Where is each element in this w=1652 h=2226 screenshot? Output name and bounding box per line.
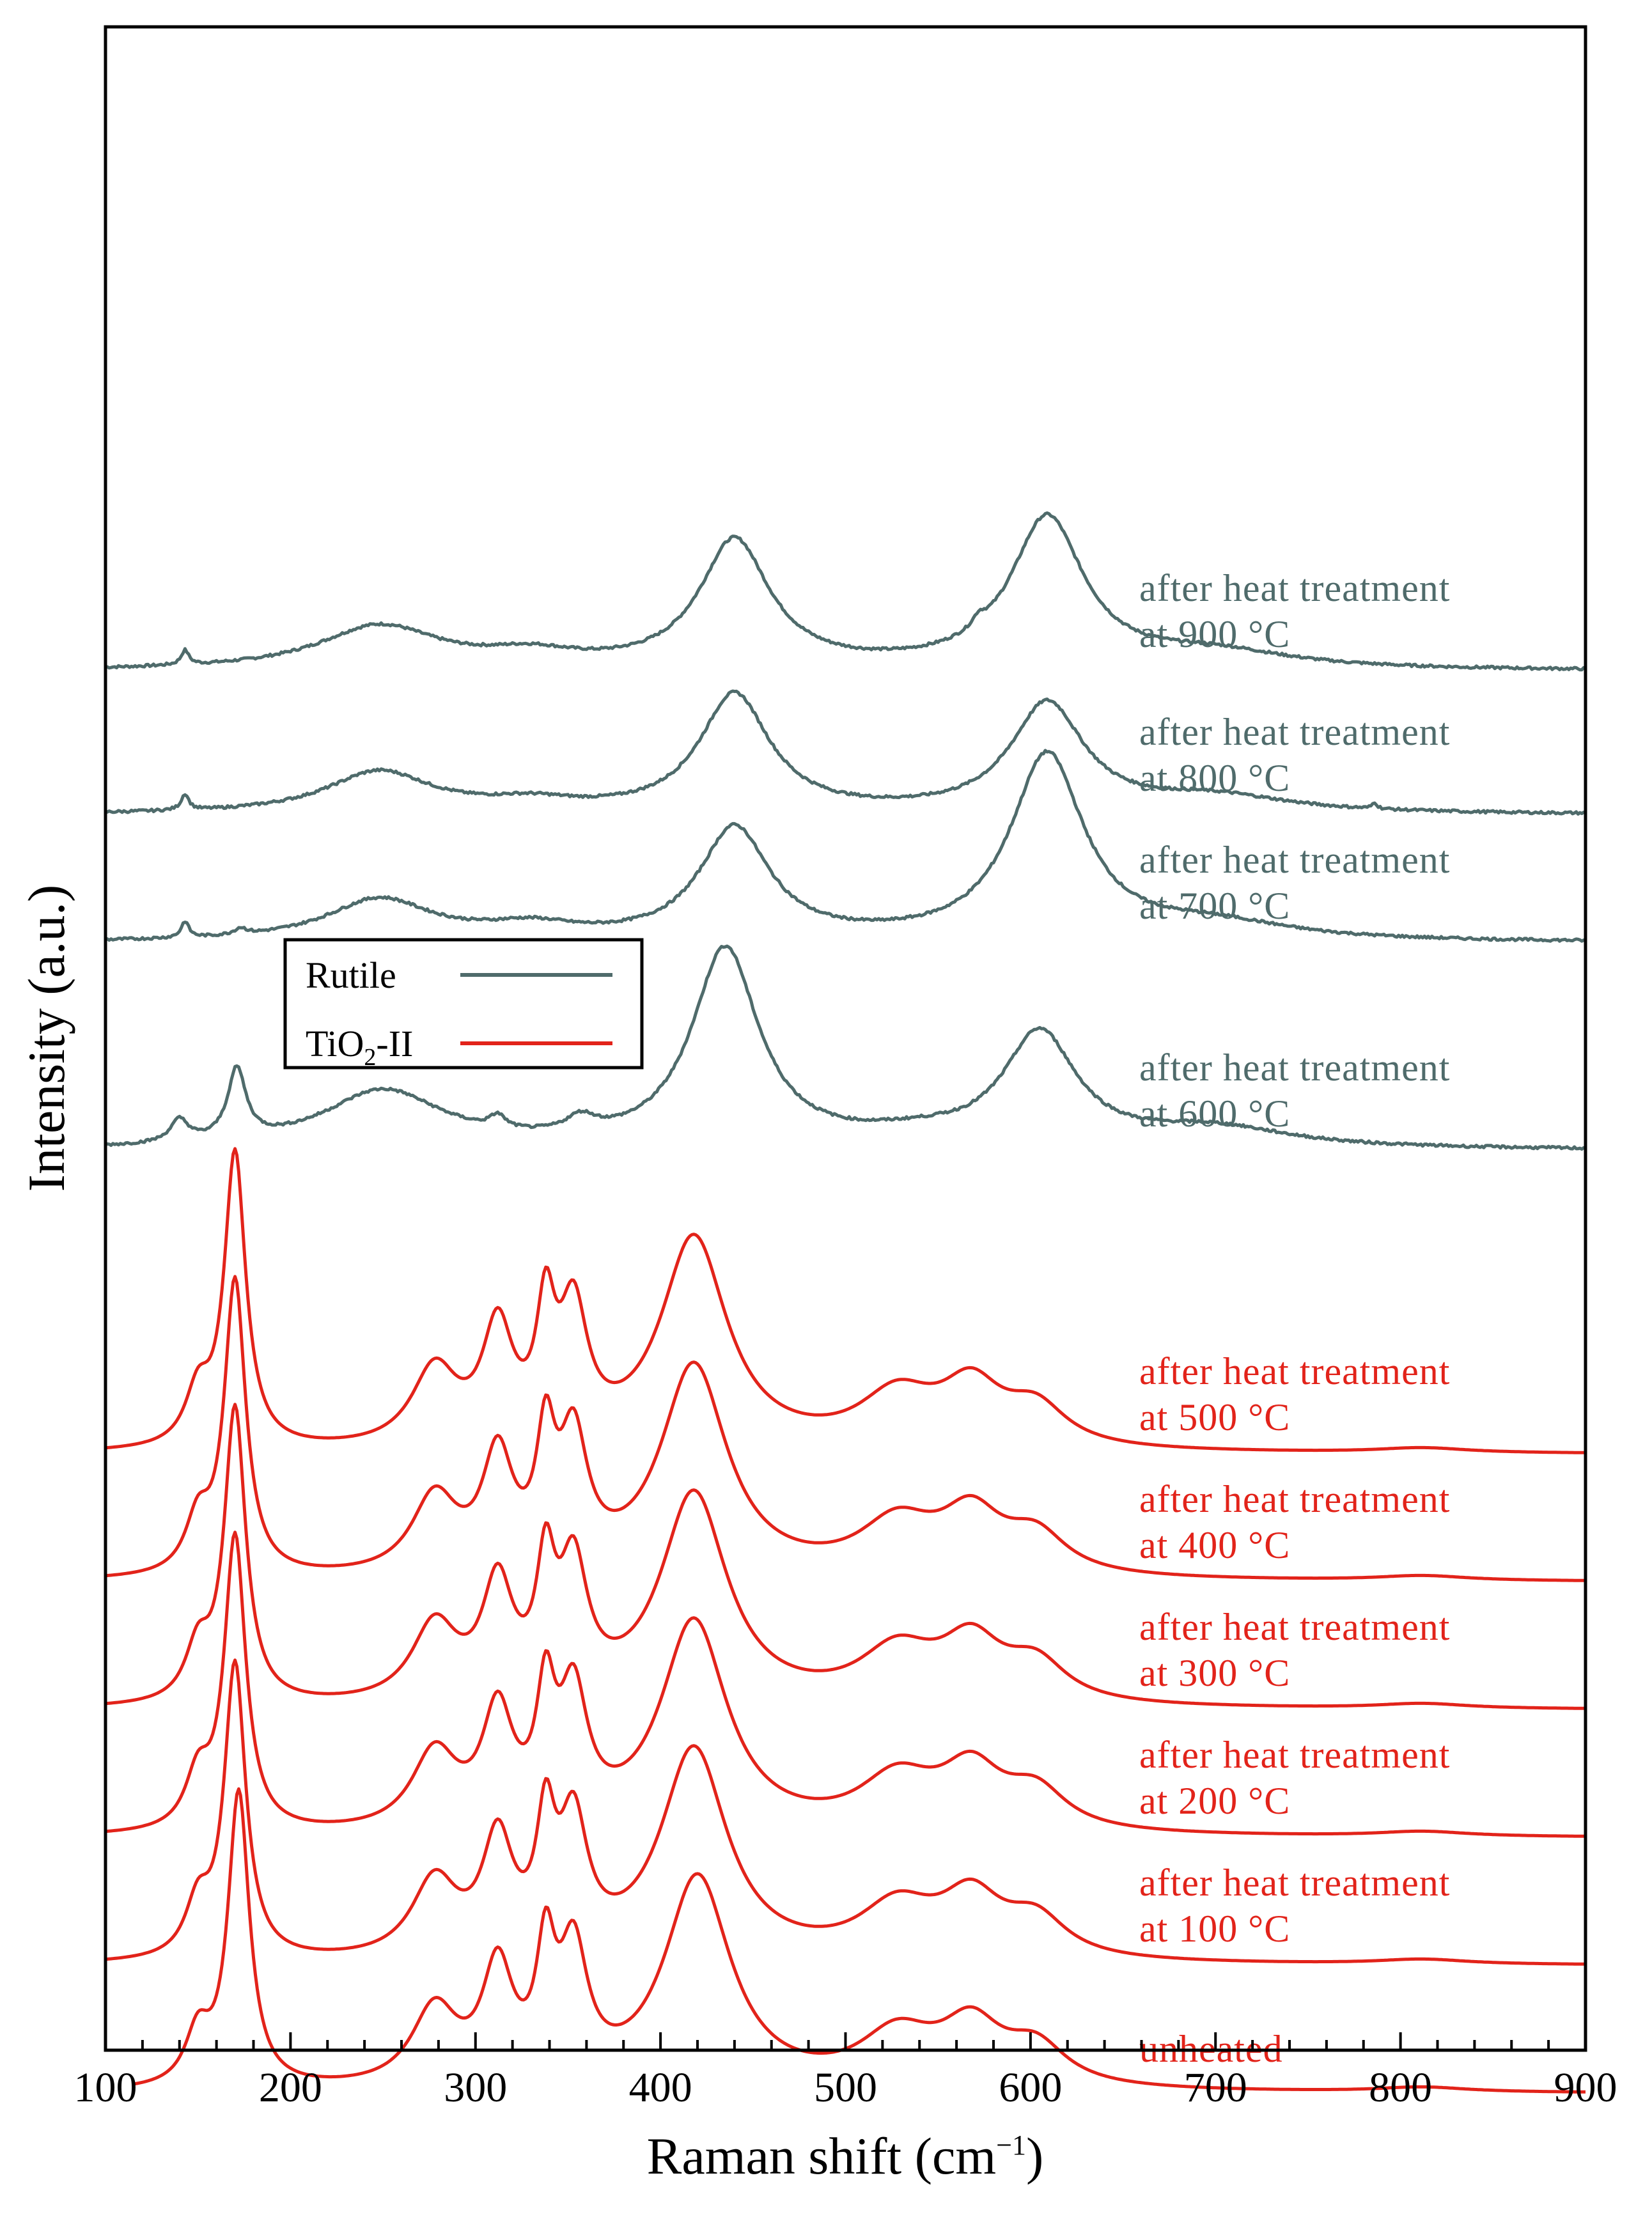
series-label-0: after heat treatment at 900 °C	[1139, 567, 1450, 655]
series-line-1	[104, 689, 1586, 816]
x-axis-title: Raman shift (cm−1)	[647, 2127, 1044, 2185]
series-label-2: after heat treatment at 700 °C	[1139, 839, 1450, 927]
x-tick-label: 800	[1369, 2064, 1432, 2111]
legend-box	[283, 938, 644, 1070]
series-label-5: after heat treatment at 400 °C	[1139, 1478, 1450, 1566]
x-tick-label: 500	[814, 2064, 877, 2111]
series-label-3: after heat treatment at 600 °C	[1139, 1047, 1450, 1135]
series-label-4: after heat treatment at 500 °C	[1139, 1350, 1450, 1438]
series-line-4	[105, 1147, 1586, 1454]
x-tick-label: 700	[1184, 2064, 1247, 2111]
series-line-8	[105, 1658, 1586, 1966]
legend-label-tio2-ii: TiO2-II	[306, 1023, 413, 1071]
series-line-7	[105, 1530, 1586, 1838]
series-label-8: after heat treatment at 100 °C	[1139, 1862, 1450, 1950]
series-line-0	[105, 511, 1586, 672]
series-line-2	[104, 749, 1586, 943]
x-tick-label: 300	[444, 2064, 507, 2111]
legend: Rutile TiO2-II	[283, 938, 644, 1071]
series-label-1: after heat treatment at 800 °C	[1139, 711, 1450, 799]
series-labels: after heat treatment at 900 °C after heat …	[1139, 567, 1450, 2070]
series-label-6: after heat treatment at 300 °C	[1139, 1606, 1450, 1694]
spectra-curves	[104, 511, 1586, 2094]
x-axis-ticks	[104, 2032, 1587, 2050]
x-tick-label: 100	[74, 2064, 137, 2111]
legend-label-rutile: Rutile	[306, 954, 396, 996]
x-axis-tick-labels: 100 200 300 400 500 600 700 800 900	[74, 2064, 1617, 2111]
series-line-5	[105, 1275, 1586, 1582]
x-tick-label: 600	[999, 2064, 1062, 2111]
x-tick-label: 200	[259, 2064, 322, 2111]
x-tick-label: 900	[1554, 2064, 1617, 2111]
y-axis-title: Intensity (a.u.)	[17, 885, 75, 1192]
series-label-7: after heat treatment at 200 °C	[1139, 1734, 1450, 1822]
series-line-3	[104, 944, 1586, 1151]
x-tick-label: 400	[629, 2064, 692, 2111]
series-line-9	[132, 1787, 1586, 2094]
series-line-6	[105, 1403, 1586, 1710]
